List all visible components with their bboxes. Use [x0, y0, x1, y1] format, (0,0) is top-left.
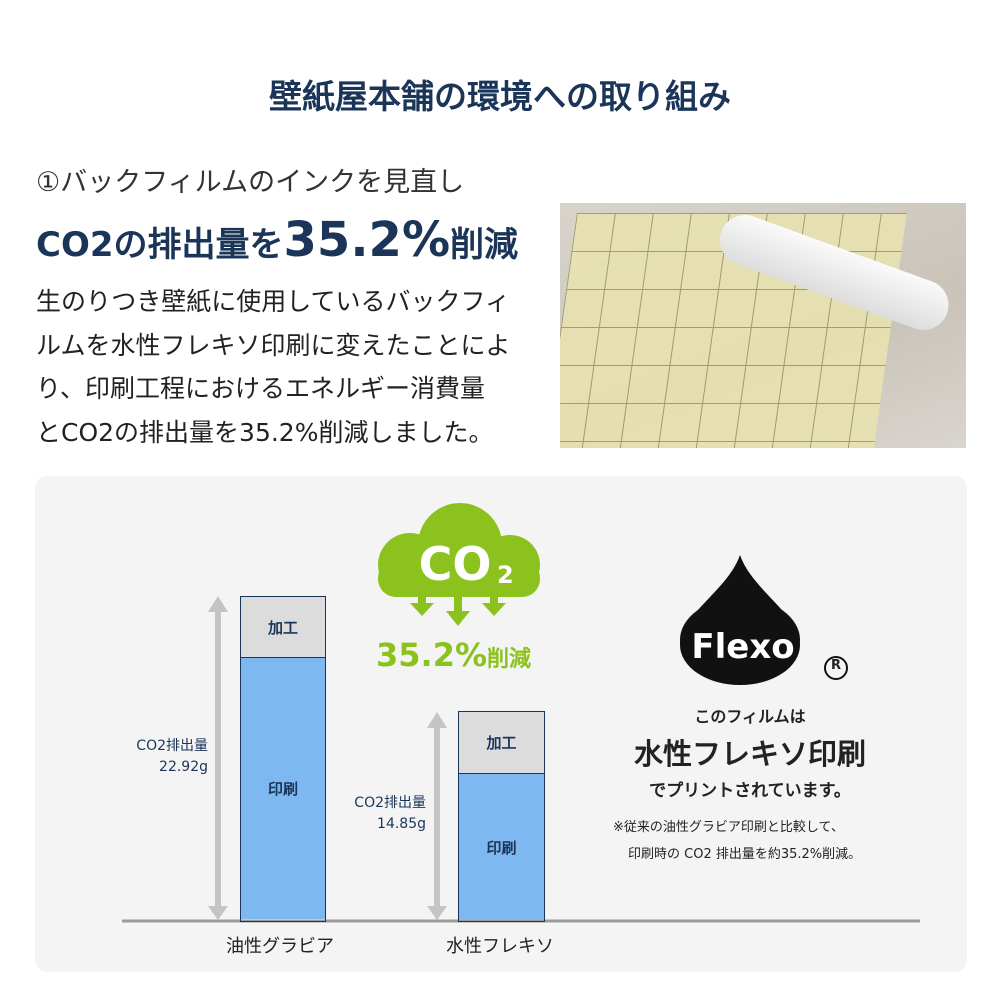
bar-flexo: 加工 印刷: [458, 711, 545, 922]
body-line: ルムを水性フレキソ印刷に変えたことによ: [36, 330, 511, 360]
total-label: CO2排出量: [136, 738, 208, 754]
page-title: 壁紙屋本舗の環境への取り組み: [269, 77, 731, 116]
body-line: り、印刷工程におけるエネルギー消費量: [36, 374, 486, 403]
product-photo: [560, 203, 966, 448]
body-line: とCO2の排出量を35.2%削減しました。: [36, 417, 494, 447]
headline-post: 削減: [450, 225, 519, 265]
registered-mark: R: [830, 658, 841, 673]
segment-printing: 印刷: [241, 658, 325, 919]
segment-processing: 加工: [459, 712, 544, 774]
reduction-label: 35.2%削減: [376, 636, 531, 674]
total-label: CO2排出量: [354, 795, 426, 811]
category-flexo: 水性フレキソ: [446, 936, 554, 957]
flexo-line2: 水性フレキソ印刷: [633, 737, 866, 771]
headline-pre: CO2の排出量を: [36, 225, 284, 265]
flexo-logo: Flexo: [691, 627, 794, 667]
segment-processing: 加工: [241, 597, 325, 658]
headline-number: 35.2%: [283, 212, 451, 268]
body-line: 生のりつき壁紙に使用しているバックフィ: [36, 287, 511, 316]
reduction-suffix: 削減: [487, 647, 532, 672]
segment-printing: 印刷: [459, 774, 544, 920]
section-subtitle: ①バックフィルムのインクを見直し: [36, 167, 465, 198]
total-value: 14.85g: [377, 816, 426, 832]
cloud-sub: 2: [497, 561, 514, 589]
total-arrow-1: [208, 596, 228, 920]
flexo-line1: このフィルムは: [694, 707, 806, 726]
body-text: 生のりつき壁紙に使用しているバックフィ ルムを水性フレキソ印刷に変えたことによ …: [36, 280, 546, 454]
cloud-co: CO: [419, 537, 492, 591]
category-gravure: 油性グラビア: [226, 936, 334, 957]
reduction-value: 35.2%: [376, 636, 488, 674]
total-arrow-2: [427, 712, 447, 920]
total-value: 22.92g: [159, 759, 208, 775]
total-label-flexo: CO2排出量 14.85g: [318, 793, 426, 835]
total-label-gravure: CO2排出量 22.92g: [100, 736, 208, 778]
bar-gravure: 加工 印刷: [240, 596, 326, 922]
co2-cloud-icon: [378, 503, 540, 626]
flexo-line3: でプリントされています。: [649, 781, 851, 801]
flexo-note1: ※従来の油性グラビア印刷と比較して、: [613, 820, 844, 835]
headline: CO2の排出量を35.2%削減: [36, 212, 518, 268]
flexo-note2: 印刷時の CO2 排出量を約35.2%削減。: [628, 847, 862, 862]
